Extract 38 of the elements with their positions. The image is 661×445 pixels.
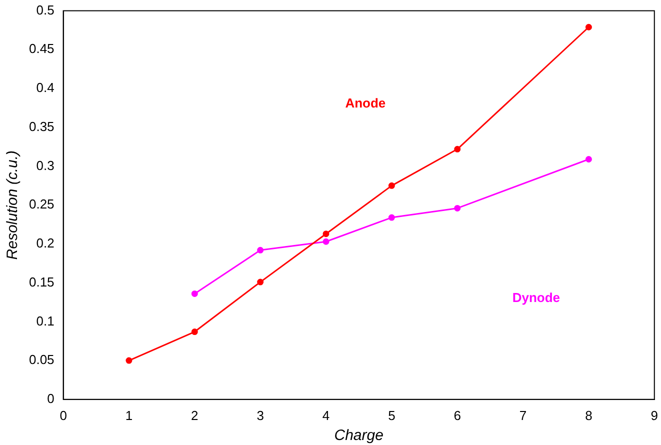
x-tick-label: 2 [191, 408, 198, 423]
x-tick-label: 1 [125, 408, 133, 423]
x-tick-label: 5 [388, 408, 396, 423]
x-tick-label: 7 [519, 408, 527, 423]
point [257, 246, 264, 254]
point [388, 182, 395, 189]
y-tick-label: 0 [47, 390, 54, 406]
y-tick-label: 0.1 [36, 313, 54, 328]
y-tick-label: 0.3 [36, 158, 54, 173]
y-tick-label: 0.05 [28, 352, 54, 368]
y-tick-label: 0.35 [28, 118, 54, 134]
point [454, 146, 461, 152]
x-tick-label: 3 [256, 408, 264, 423]
y-tick-label: 0.25 [28, 196, 54, 212]
y-tick-label: 0.15 [28, 274, 54, 290]
text: Anode [345, 96, 386, 111]
point [585, 156, 592, 162]
y-tick-label: 0.2 [36, 236, 54, 251]
y-axis-title: Resolution (c.u.) [4, 150, 22, 260]
text: Dynode [512, 290, 560, 305]
y-tick-label: 0.45 [28, 41, 54, 56]
y-tick-label: 0.5 [36, 2, 54, 18]
x-tick-label: 4 [322, 408, 330, 423]
x-tick-label: 9 [650, 408, 658, 423]
point [191, 290, 198, 297]
x-tick-label: 8 [585, 408, 592, 423]
y-tick-label: 0.4 [36, 80, 54, 96]
point [257, 278, 264, 286]
x-tick-label: 6 [454, 408, 461, 423]
point [322, 238, 330, 245]
point [454, 204, 461, 212]
x-axis-title: Charge [334, 427, 384, 444]
point [322, 230, 330, 238]
point [126, 357, 132, 364]
point [585, 24, 592, 30]
x-tick-label: 0 [60, 408, 67, 423]
point [388, 214, 395, 221]
point [191, 328, 198, 336]
